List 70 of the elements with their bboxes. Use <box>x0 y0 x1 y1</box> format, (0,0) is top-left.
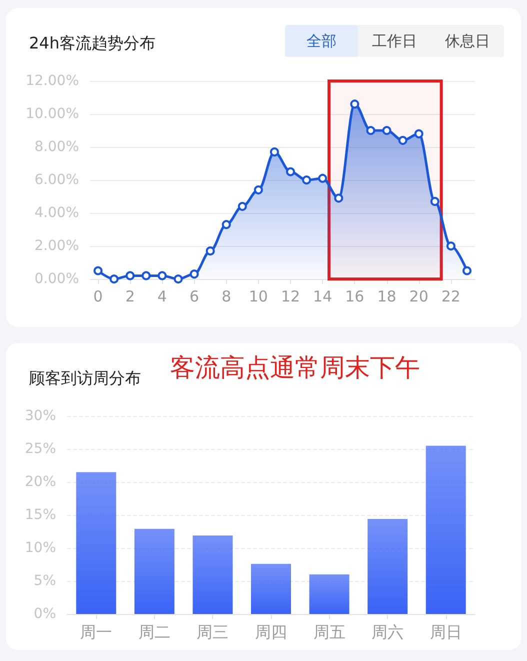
x-tick-label: 16 <box>345 288 364 306</box>
x-tick-label: 6 <box>189 288 200 306</box>
y-tick-label: 0% <box>34 606 56 622</box>
point <box>462 266 472 276</box>
point <box>286 167 296 176</box>
tab-label: 全部 <box>306 32 336 50</box>
bar <box>134 528 174 614</box>
y-tick-label: 5% <box>34 573 56 589</box>
point <box>382 126 392 135</box>
y-tick-label: 30% <box>24 408 56 424</box>
x-tick-label: 22 <box>441 288 460 306</box>
x-tick-label: 2 <box>125 288 135 306</box>
point <box>222 220 231 230</box>
y-tick-label: 10% <box>24 540 56 556</box>
y-tick-label: 20% <box>24 474 56 490</box>
y-tick-label: 12.00% <box>26 73 79 89</box>
y-tick-label: 2.00% <box>34 238 79 254</box>
x-tick-label: 0 <box>93 288 103 306</box>
x-tick-label: 12 <box>280 288 300 306</box>
bar <box>76 472 116 614</box>
y-tick-label: 8.00% <box>34 139 79 155</box>
bar <box>251 564 291 614</box>
x-tick-label: 4 <box>157 288 167 306</box>
y-tick-label: 0.00% <box>34 271 79 287</box>
y-tick-label: 4.00% <box>34 205 79 221</box>
y-tick-label: 15% <box>24 507 56 523</box>
chart-title: 顾客到访周分布 <box>29 368 141 388</box>
point <box>318 174 328 183</box>
y-tick-label: 25% <box>24 441 56 457</box>
tab-label: 休息日 <box>445 32 490 50</box>
x-tick-label: 周一 <box>80 622 112 642</box>
bar <box>426 446 466 614</box>
point <box>94 266 103 276</box>
bar <box>368 518 408 614</box>
point <box>366 126 376 135</box>
chart-title: 24h客流趋势分布 <box>29 34 156 52</box>
x-tick-label: 18 <box>377 288 396 306</box>
point <box>350 100 360 109</box>
point <box>398 136 408 145</box>
bar <box>192 535 233 614</box>
x-tick-label: 14 <box>313 288 332 306</box>
point <box>174 274 183 284</box>
x-tick-label: 周三 <box>196 622 229 642</box>
point <box>126 271 135 280</box>
x-tick-label: 周二 <box>138 622 170 642</box>
point <box>206 246 215 256</box>
x-tick-label: 周五 <box>313 622 346 642</box>
point <box>142 271 151 280</box>
point <box>446 242 456 250</box>
point <box>270 147 279 156</box>
point <box>254 185 263 194</box>
tab-label: 工作日 <box>372 32 417 50</box>
x-tick-label: 周四 <box>255 622 287 642</box>
point <box>190 270 199 279</box>
point <box>238 202 247 211</box>
bar <box>309 574 350 614</box>
point <box>430 196 440 206</box>
point <box>334 194 344 203</box>
x-tick-label: 20 <box>409 288 428 306</box>
y-tick-label: 10.00% <box>26 106 79 122</box>
x-tick-label: 周六 <box>372 622 404 642</box>
point <box>110 274 119 284</box>
x-tick-label: 周日 <box>430 622 462 642</box>
point <box>302 176 312 184</box>
point <box>414 129 424 138</box>
text: 客流高点通常周末下午 <box>170 353 420 382</box>
x-tick-label: 10 <box>248 288 268 306</box>
x-tick-label: 8 <box>222 288 232 306</box>
point <box>158 271 167 280</box>
y-tick-label: 6.00% <box>34 172 79 188</box>
